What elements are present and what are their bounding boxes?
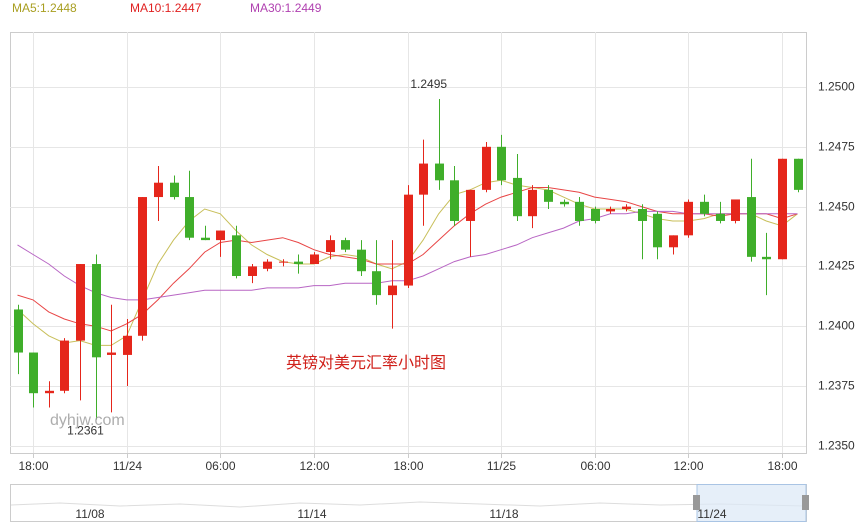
- x-tick-label: 12:00: [299, 459, 329, 473]
- candle-body: [170, 182, 179, 198]
- navigator: [10, 484, 809, 522]
- candle-body: [528, 189, 537, 217]
- candle-body: [76, 264, 85, 341]
- candle-body: [700, 201, 709, 214]
- y-tick-label: 1.2350: [818, 439, 855, 453]
- candle-body: [794, 158, 803, 190]
- navigator-handle[interactable]: [693, 495, 700, 510]
- x-tick-label: 06:00: [205, 459, 235, 473]
- navigator-label: 11/08: [75, 507, 104, 521]
- candle-body: [310, 254, 319, 265]
- candle-body: [716, 213, 725, 221]
- y-tick-label: 1.2450: [818, 200, 855, 214]
- candle-body: [591, 209, 600, 221]
- x-tick-label: 11/24: [113, 459, 142, 473]
- subtitle: 英镑对美元汇率小时图: [286, 354, 446, 372]
- legend-item: MA5:1.2448: [12, 1, 77, 15]
- candle-body: [341, 240, 350, 250]
- candle-body: [622, 206, 631, 210]
- candle-body: [684, 201, 693, 236]
- y-tick-label: 1.2425: [818, 259, 855, 273]
- candle-body: [92, 264, 101, 358]
- y-tick-label: 1.2500: [818, 80, 855, 94]
- candle-body: [185, 197, 194, 238]
- candle-body: [638, 209, 647, 221]
- candle-body: [544, 189, 553, 202]
- x-tick-label: 18:00: [18, 459, 48, 473]
- candle-body: [216, 230, 225, 241]
- navigator-label: 11/18: [489, 507, 518, 521]
- candle-body: [669, 235, 678, 248]
- candle-body: [497, 146, 506, 181]
- candle-body: [606, 209, 615, 212]
- navigator-labels: 11/08 11/14 11/18 11/24: [75, 507, 726, 521]
- navigator-label: 11/24: [697, 507, 726, 521]
- x-tick-label: 06:00: [580, 459, 610, 473]
- candle-body: [731, 199, 740, 221]
- candle-body: [14, 309, 23, 353]
- candle-body: [279, 261, 288, 263]
- candle-body: [466, 189, 475, 221]
- min-annotation: 1.2361: [67, 424, 104, 438]
- candle-body: [435, 163, 444, 181]
- y-tick-label: 1.2475: [818, 140, 855, 154]
- candle-body: [575, 201, 584, 221]
- candle-body: [294, 261, 303, 265]
- candle-body: [29, 352, 38, 394]
- candle-body: [450, 180, 459, 221]
- candle-body: [232, 235, 241, 276]
- x-tick-label: 12:00: [673, 459, 703, 473]
- x-tick-label: 18:00: [393, 459, 423, 473]
- candle-body: [778, 158, 787, 260]
- candle-body: [747, 197, 756, 257]
- legend-item: MA10:1.2447: [130, 1, 202, 15]
- candle-body: [388, 285, 397, 296]
- x-tick-label: 18:00: [767, 459, 797, 473]
- max-annotation: 1.2495: [410, 77, 447, 91]
- y-tick-label: 1.2400: [818, 319, 855, 333]
- candle-body: [45, 390, 54, 394]
- candle-body: [560, 201, 569, 205]
- y-tick-label: 1.2375: [818, 379, 855, 393]
- candle-body: [60, 340, 69, 391]
- candle-body: [513, 177, 522, 217]
- navigator-label: 11/14: [297, 507, 326, 521]
- candle-body: [138, 197, 147, 336]
- watermark: dyhjw.com: [50, 412, 125, 429]
- labels: 1.2500 1.2475 1.2450 1.2425 1.2400 1.2375 1.23…: [12, 1, 855, 473]
- candle-body: [482, 146, 491, 190]
- navigator-handle[interactable]: [802, 495, 809, 510]
- candle-body: [404, 194, 413, 286]
- candle-body: [372, 271, 381, 296]
- candle-body: [653, 213, 662, 248]
- candle-body: [263, 261, 272, 269]
- candle-body: [357, 249, 366, 272]
- candle-body: [201, 237, 210, 241]
- navigator-sparkline: [10, 501, 806, 508]
- candle-body: [154, 182, 163, 198]
- candle-body: [248, 266, 257, 276]
- candle-body: [762, 256, 771, 260]
- candle-body: [107, 352, 116, 355]
- candle-body: [123, 335, 132, 355]
- candle-body: [326, 240, 335, 253]
- candle-body: [419, 163, 428, 195]
- navigator-window[interactable]: [696, 484, 807, 522]
- x-tick-label: 11/25: [487, 459, 516, 473]
- legend-item: MA30:1.2449: [250, 1, 322, 15]
- candles: [14, 98, 803, 420]
